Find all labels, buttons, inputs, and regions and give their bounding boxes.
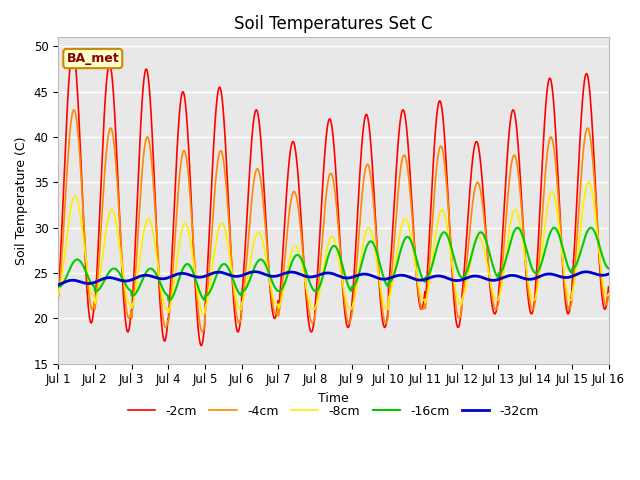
Y-axis label: Soil Temperature (C): Soil Temperature (C) [15, 136, 28, 265]
Text: BA_met: BA_met [67, 52, 119, 65]
X-axis label: Time: Time [318, 392, 349, 405]
Title: Soil Temperatures Set C: Soil Temperatures Set C [234, 15, 433, 33]
Legend: -2cm, -4cm, -8cm, -16cm, -32cm: -2cm, -4cm, -8cm, -16cm, -32cm [123, 400, 544, 423]
